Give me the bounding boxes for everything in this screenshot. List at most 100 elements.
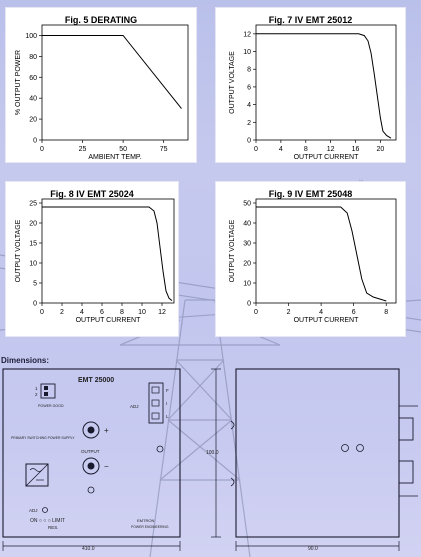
limit-label: ON ○ ○ ○ LIMIT <box>30 518 65 524</box>
y-tick-label: 10 <box>29 261 37 268</box>
x-tick-label: 6 <box>100 309 104 316</box>
dimensions-heading: Dimensions: <box>1 356 50 365</box>
y-tick-label: 10 <box>243 49 251 56</box>
y-tick-label: 8 <box>247 67 251 74</box>
svg-text:2: 2 <box>35 392 38 397</box>
small-screw-1 <box>87 486 95 494</box>
y-tick-label: 20 <box>243 261 251 268</box>
side-screw-2 <box>356 444 364 452</box>
y-tick-label: 10 <box>243 281 251 288</box>
y-tick-label: 12 <box>243 31 251 38</box>
x-axis-label: AMBIENT TEMP. <box>88 154 141 161</box>
x-tick-label: 8 <box>120 309 124 316</box>
x-tick-label: 4 <box>319 309 323 316</box>
adj-letter-l: L <box>166 414 169 419</box>
x-tick-label: 10 <box>138 309 146 316</box>
output-label: OUTPUT <box>81 449 100 454</box>
chart-title: Fig. 9 IV EMT 25048 <box>268 189 353 199</box>
x-tick-label: 4 <box>279 146 283 153</box>
iv-25048-chart: 0 10 20 30 40 50 0 2 4 6 8 OUTPUT CURRENT OUTPUT VOL… <box>229 198 397 324</box>
series-line <box>42 206 173 301</box>
x-tick-label: 2 <box>60 309 64 316</box>
adj-pot-label: ADJ <box>29 508 38 513</box>
x-tick-label: 12 <box>327 146 335 153</box>
dimensions-drawing: EMT 25000 1 2 POWER GOOD ADJ F I L PRIMA… <box>2 368 418 552</box>
res-label: RES. <box>48 525 59 530</box>
chart-title: Fig. 8 IV EMT 25024 <box>50 189 134 199</box>
adj-switch-block[interactable] <box>148 382 164 424</box>
side-terminal-2 <box>398 460 414 484</box>
series-line <box>256 33 392 139</box>
y-tick-label: 5 <box>33 281 37 288</box>
x-tick-label: 0 <box>254 146 258 153</box>
x-tick-label: 16 <box>352 146 360 153</box>
y-tick-label: 0 <box>33 138 37 145</box>
x-tick-label: 12 <box>158 309 166 316</box>
brand-line-2: POWER ENGINEERING <box>131 525 169 529</box>
front-panel-outline <box>2 368 181 538</box>
front-width-dimension: 410.0 <box>82 546 95 552</box>
plot-frame <box>255 24 397 141</box>
iv-25024-chart: 0 5 10 15 20 25 0 2 4 6 8 10 12 OUTPUT CURRENT OUTPUT … <box>15 198 175 324</box>
adj-letter-f: F <box>166 388 169 393</box>
y-tick-label: 4 <box>247 102 251 109</box>
y-tick-label: 0 <box>247 301 251 308</box>
y-tick-label: 30 <box>243 241 251 248</box>
x-tick-label: 4 <box>80 309 84 316</box>
y-tick-label: 40 <box>243 221 251 228</box>
chart-card-iv-25012: Fig. 7 IV EMT 25012 0 2 4 6 8 10 12 0 4 8 12 16 20 OU… <box>216 8 405 162</box>
adj-switch-label: ADJ <box>130 404 139 409</box>
side-terminal-1 <box>398 417 414 441</box>
small-screw-2 <box>156 445 164 453</box>
converter-symbol <box>25 463 49 487</box>
adj-letter-i: I <box>166 401 167 406</box>
y-tick-label: 6 <box>247 84 251 91</box>
height-dimension: 100.0 <box>206 450 219 456</box>
power-good-label: POWER GOOD <box>38 404 64 408</box>
plus-sign: + <box>104 426 109 435</box>
y-tick-label: 50 <box>243 201 251 208</box>
x-tick-label: 75 <box>160 146 168 153</box>
y-tick-label: 25 <box>29 201 37 208</box>
output-terminal-positive <box>82 421 100 439</box>
x-tick-label: 25 <box>79 146 87 153</box>
x-tick-label: 6 <box>352 309 356 316</box>
svg-text:1: 1 <box>35 386 38 391</box>
chart-card-iv-25024: Fig. 8 IV EMT 25024 0 5 10 15 20 25 0 2 4 6 8 10 12 O… <box>6 182 178 336</box>
x-tick-label: 2 <box>287 309 291 316</box>
x-tick-label: 0 <box>40 146 44 153</box>
y-tick-label: 15 <box>29 241 37 248</box>
model-label: EMT 25000 <box>78 377 114 384</box>
y-tick-label: 80 <box>29 54 37 61</box>
x-tick-label: 8 <box>304 146 308 153</box>
y-tick-label: 20 <box>29 117 37 124</box>
derating-chart: 0 20 40 60 80 100 0 25 50 75 AMBIENT TEMP. % OUTPUT… <box>15 24 189 161</box>
x-tick-label: 8 <box>384 309 388 316</box>
adj-pot[interactable] <box>42 507 48 513</box>
side-panel-outline <box>235 368 400 538</box>
plot-frame <box>41 198 175 304</box>
x-axis-label: OUTPUT CURRENT <box>76 317 142 324</box>
y-tick-label: 40 <box>29 96 37 103</box>
brand-line-1: EMTRON <box>137 518 154 523</box>
x-tick-label: 20 <box>377 146 385 153</box>
y-axis-label: OUTPUT VOLTAGE <box>229 219 236 282</box>
series-line <box>42 35 182 109</box>
y-tick-label: 100 <box>25 33 37 40</box>
chart-card-derating: Fig. 5 DERATING 0 20 40 60 80 100 0 25 50 75 AMBIE… <box>6 8 196 162</box>
power-good-indicator <box>40 383 56 399</box>
y-axis-label: OUTPUT VOLTAGE <box>15 219 22 282</box>
y-tick-label: 0 <box>33 301 37 308</box>
supply-description: PRIMARY SWITCHING POWER SUPPLY <box>11 436 75 440</box>
x-tick-label: 50 <box>119 146 127 153</box>
chart-title: Fig. 7 IV EMT 25012 <box>268 15 353 25</box>
y-axis-label: % OUTPUT POWER <box>15 50 22 115</box>
x-axis-label: OUTPUT CURRENT <box>294 317 360 324</box>
x-tick-label: 0 <box>254 309 258 316</box>
plot-frame <box>41 24 189 141</box>
series-line <box>256 206 387 302</box>
plot-frame <box>255 198 397 304</box>
chart-title: Fig. 5 DERATING <box>64 15 138 25</box>
side-screw-1 <box>341 444 349 452</box>
y-tick-label: 0 <box>247 138 251 145</box>
